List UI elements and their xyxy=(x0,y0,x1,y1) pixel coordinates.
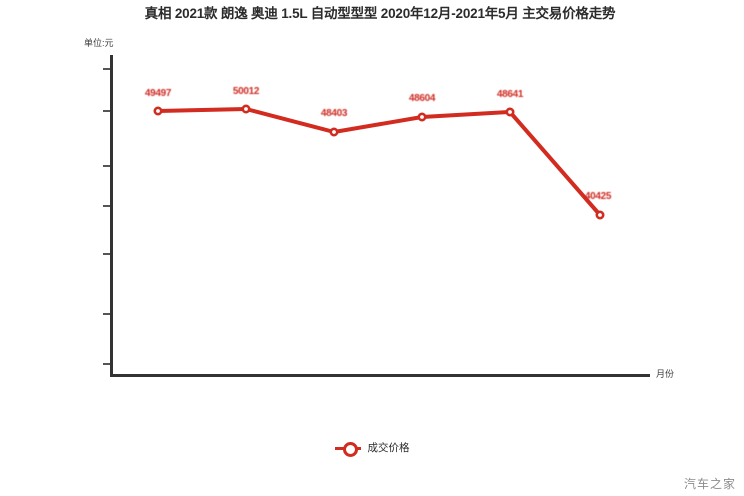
series-markers xyxy=(153,104,605,220)
y-axis-tick xyxy=(103,253,110,255)
y-axis-tick xyxy=(103,165,110,167)
legend-entry-label: 成交价格 xyxy=(367,442,410,454)
y-axis-tick xyxy=(103,68,110,70)
y-axis-tick xyxy=(103,313,110,315)
data-point-label: 49497 xyxy=(144,88,172,99)
y-axis-tick xyxy=(103,205,110,207)
data-point-label: 48403 xyxy=(320,108,348,119)
chart-title: 真相 2021款 朗逸 奥迪 1.5L 自动型型型 2020年12月-2021年… xyxy=(144,6,616,21)
data-point-marker xyxy=(153,106,163,116)
data-point-marker xyxy=(505,107,515,117)
y-axis-tick xyxy=(103,110,110,112)
y-axis-unit-label: 单位:元 xyxy=(84,38,114,48)
series-polyline xyxy=(156,107,602,217)
data-point-label: 48604 xyxy=(408,93,436,104)
chart-legend: 成交价格 xyxy=(0,440,744,457)
data-point-marker xyxy=(417,112,427,122)
watermark-logo: 汽车之家 xyxy=(683,477,736,491)
data-point-marker xyxy=(329,127,339,137)
line-dot-marker-icon xyxy=(334,441,361,457)
y-axis-line xyxy=(110,55,113,377)
x-axis-line xyxy=(110,374,650,377)
data-point-marker xyxy=(241,104,251,114)
data-point-label: 50012 xyxy=(232,86,260,97)
y-axis-tick xyxy=(103,363,110,365)
data-point-label: 48641 xyxy=(496,89,524,100)
x-axis-label: 月份 xyxy=(656,369,675,379)
data-point-marker xyxy=(595,210,605,220)
data-point-label: 40425 xyxy=(584,191,612,202)
